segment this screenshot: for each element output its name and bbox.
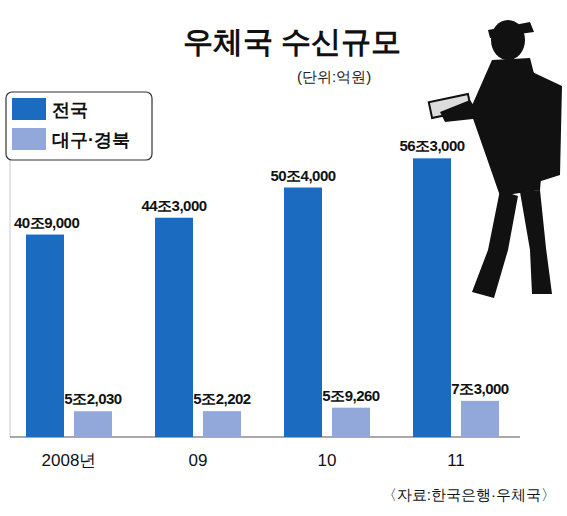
silhouette-arm <box>440 100 482 122</box>
x-tick-label: 09 <box>189 451 208 470</box>
legend-swatch <box>12 98 46 120</box>
source: 〈자료:한국은행·우체국〉 <box>382 486 556 503</box>
legend-label: 전국 <box>52 100 88 120</box>
data-label: 56조3,000 <box>399 137 464 154</box>
data-label: 5조2,202 <box>193 390 251 407</box>
silhouette-bag <box>528 70 562 182</box>
data-label: 5조2,030 <box>64 390 122 407</box>
legend: 전국대구·경북 <box>6 92 152 160</box>
x-tick-label: 10 <box>318 451 337 470</box>
y-axis-line <box>10 140 11 437</box>
x-tick-label: 11 <box>447 451 465 470</box>
data-label: 40조9,000 <box>14 214 79 231</box>
bar <box>284 188 322 437</box>
data-label: 44조3,000 <box>141 197 206 214</box>
bar <box>26 235 64 437</box>
bar <box>155 218 193 437</box>
legend-label: 대구·경북 <box>52 130 130 150</box>
data-label: 7조3,000 <box>451 380 509 397</box>
silhouette-leg-right <box>520 190 552 294</box>
bar <box>461 401 499 437</box>
chart: 우체국 수신규모 (단위:억원) 40조9,000 5조2,030 44조3,000 5조… <box>0 0 567 516</box>
silhouette-leg-left <box>472 190 518 298</box>
data-label: 50조4,000 <box>270 167 335 184</box>
silhouette-cap <box>488 22 534 38</box>
x-tick-label: 2008년 <box>42 451 97 470</box>
data-label: 5조9,260 <box>322 387 380 404</box>
legend-box <box>6 92 152 160</box>
subtitle: (단위:억원) <box>297 68 371 85</box>
bar <box>332 408 370 437</box>
bars <box>26 158 499 437</box>
bar <box>413 158 451 437</box>
title: 우체국 수신규모 <box>183 25 401 58</box>
bar <box>203 411 241 437</box>
legend-swatch <box>12 128 46 150</box>
bar <box>74 411 112 437</box>
labels: 40조9,000 5조2,030 44조3,000 5조2,202 50조4,000 5조… <box>14 137 509 407</box>
